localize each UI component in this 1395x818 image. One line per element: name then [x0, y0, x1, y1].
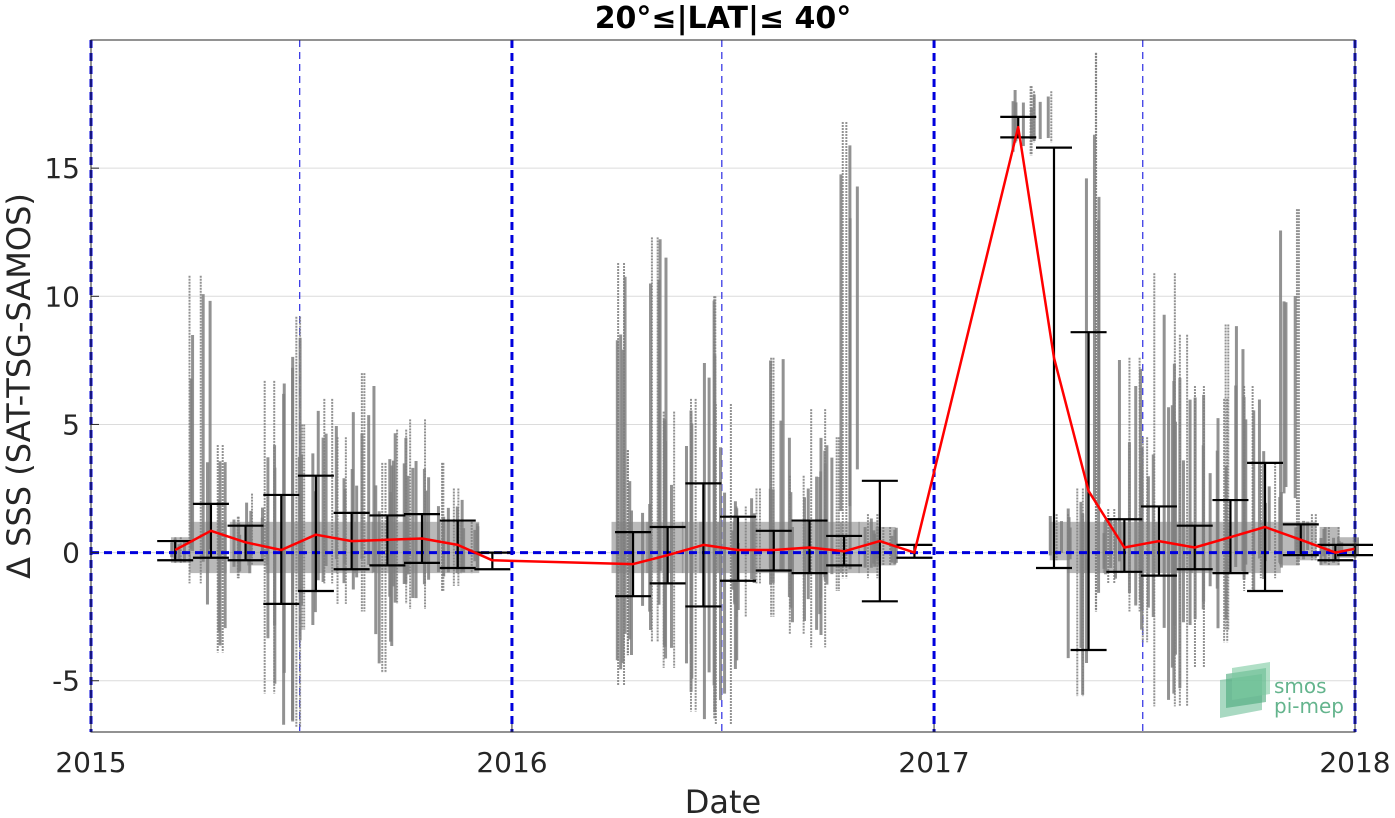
scatter-cluster [1208, 398, 1229, 643]
scatter-cluster [822, 437, 843, 592]
errorbar [297, 474, 334, 593]
scatter-dense-band [1102, 521, 1123, 574]
scatter-dense-band [769, 521, 790, 574]
scatter-dense-band [1084, 521, 1105, 574]
scatter-dense-band [317, 521, 338, 574]
mean-line-layer [174, 125, 1356, 566]
scatter-cluster [1137, 437, 1158, 643]
scatter-cluster [681, 398, 702, 712]
scatter-dense-band [423, 521, 444, 574]
y-tick-label: 5 [62, 408, 80, 441]
scatter-dense-band [822, 521, 843, 574]
x-axis-ticks: 2015 2016 2017 2018 [55, 724, 1391, 779]
scatter-cluster [1084, 52, 1105, 612]
errorbar [157, 539, 194, 562]
x-tick-label: 2017 [898, 746, 969, 779]
plot-frame [90, 39, 1356, 733]
scatter-cluster [1242, 386, 1266, 592]
scatter-points [170, 52, 1360, 727]
scatter-cluster [839, 122, 860, 579]
x-axis-label: Date [685, 783, 761, 818]
scatter-dense-band [441, 521, 462, 574]
y-axis-ticks: -5 0 5 10 15 [44, 152, 99, 698]
x-tick-label: 2016 [476, 746, 547, 779]
y-tick-label: 0 [62, 537, 80, 570]
scatter-dense-band [611, 521, 632, 574]
y-tick-label: 15 [44, 152, 80, 185]
scatter-cluster [1188, 386, 1211, 668]
y-axis-label: Δ SSS (SAT-TSG-SAMOS) [0, 193, 38, 579]
scatter-dense-band [1208, 521, 1229, 574]
x-tick-label: 2015 [55, 746, 126, 779]
scatter-cluster [611, 262, 632, 686]
chart-title: 20°≤|LAT|≤ 40° [595, 1, 852, 36]
scatter-dense-band [1243, 521, 1264, 574]
scatter-dense-band [459, 521, 480, 574]
layers-logo-icon [1220, 662, 1270, 718]
mean-line [174, 125, 1356, 566]
watermark-line2: pi-mep [1274, 694, 1344, 718]
scatter-dense-band [752, 521, 773, 574]
scatter-cluster [1066, 488, 1089, 697]
scatter-dense-band [663, 521, 684, 574]
watermark-line1: smos [1274, 674, 1327, 698]
scatter-dense-band [628, 521, 649, 574]
smos-pimep-watermark: smos pi-mep [1220, 662, 1344, 718]
scatter-dense-band [353, 521, 374, 574]
scatter-cluster [858, 514, 879, 579]
scatter-dense-band [388, 521, 409, 574]
scatter-cluster [422, 462, 445, 592]
scatter-dense-band [1137, 521, 1158, 574]
y-tick-label: -5 [52, 665, 80, 698]
y-tick-label: 10 [44, 280, 80, 313]
scatter-dense-band [1067, 521, 1088, 574]
x-tick-label: 2018 [1319, 746, 1390, 779]
scatter-dense-band [206, 521, 227, 574]
scatter-dense-band [858, 521, 879, 574]
scatter-dense-band [1173, 521, 1194, 574]
scatter-cluster [1170, 334, 1194, 707]
